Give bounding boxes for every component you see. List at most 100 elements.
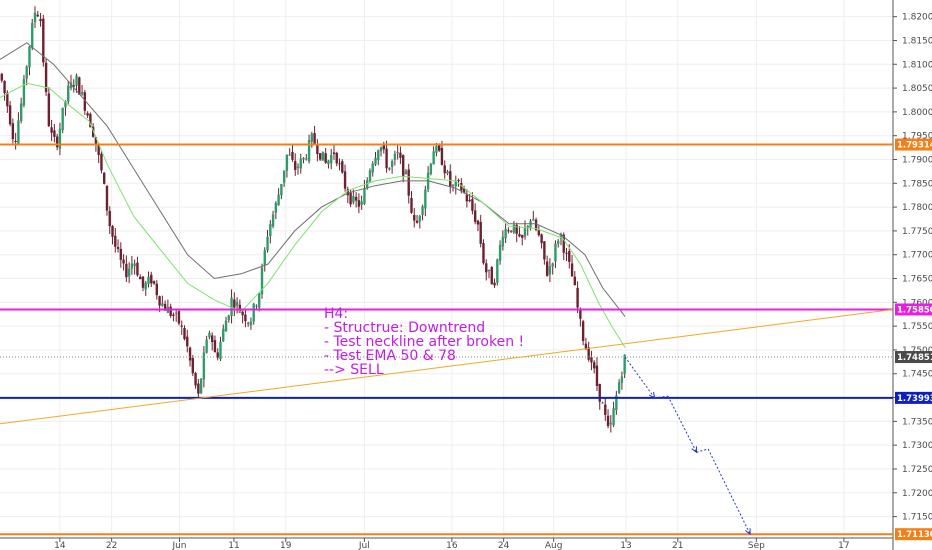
- candle: [69, 74, 73, 91]
- candle: [479, 214, 482, 248]
- candle: [482, 239, 485, 265]
- candlestick-series: [0, 6, 626, 433]
- analysis-note[interactable]: H4: - Structrue: Downtrend - Test neckli…: [324, 306, 529, 378]
- candle: [100, 151, 103, 174]
- candle: [521, 234, 524, 246]
- grid: [0, 0, 893, 538]
- candle: [296, 163, 300, 175]
- candle: [114, 228, 117, 253]
- candle: [581, 319, 585, 346]
- candle: [47, 87, 51, 128]
- candle: [80, 84, 84, 96]
- candle: [305, 154, 308, 161]
- candle: [388, 167, 391, 171]
- x-tick-label: Sep: [748, 541, 765, 550]
- candle: [379, 146, 383, 157]
- candle: [371, 161, 374, 177]
- candle: [224, 316, 228, 332]
- candle: [518, 226, 521, 238]
- candle: [108, 206, 111, 235]
- candle: [75, 73, 78, 93]
- candle: [116, 239, 120, 253]
- candle: [507, 227, 510, 234]
- candle: [490, 266, 493, 285]
- candle: [302, 157, 305, 164]
- candle: [8, 101, 12, 127]
- candle: [36, 10, 39, 18]
- forecast-segment: [624, 356, 655, 399]
- candle: [3, 80, 6, 101]
- candle: [127, 262, 131, 284]
- note-line: - Structrue: Downtrend: [324, 320, 485, 336]
- candle: [540, 233, 543, 249]
- candle: [385, 140, 388, 173]
- candle: [150, 271, 153, 287]
- x-tick-label: Jun: [171, 541, 186, 550]
- y-tick-label: 1.77000: [902, 251, 932, 261]
- candle: [42, 14, 45, 67]
- horizontal-levels[interactable]: [0, 143, 893, 536]
- candle: [443, 160, 446, 179]
- candle: [227, 314, 230, 323]
- ema-50-line: [0, 82, 626, 348]
- candle: [155, 280, 159, 300]
- candle: [390, 159, 394, 174]
- y-tick-label: 1.82000: [902, 13, 932, 23]
- ema-78-line: [0, 42, 626, 317]
- candle: [557, 239, 560, 248]
- candle: [615, 390, 618, 415]
- price-badge-label: 1.79314: [897, 141, 932, 151]
- candle: [230, 289, 233, 324]
- y-tick-label: 1.72000: [902, 489, 932, 499]
- y-tick-label: 1.71500: [902, 513, 932, 523]
- candle: [216, 348, 219, 361]
- candle: [210, 332, 214, 351]
- forecast-arrow-path[interactable]: [624, 356, 751, 536]
- candle: [291, 144, 294, 162]
- x-tick-label: Aug: [545, 541, 563, 550]
- candle: [122, 254, 125, 271]
- candle: [188, 346, 192, 367]
- candle: [39, 13, 42, 27]
- price-badge-label: 1.73993: [897, 394, 932, 404]
- trendline[interactable]: [0, 308, 894, 425]
- trendline-layer[interactable]: [0, 308, 894, 425]
- candle: [349, 189, 352, 208]
- candle: [352, 189, 355, 205]
- candle: [573, 271, 577, 286]
- candle: [125, 255, 128, 283]
- y-tick-label: 1.76000: [902, 298, 932, 308]
- y-tick-label: 1.76500: [902, 275, 932, 285]
- y-tick-label: 1.78500: [902, 179, 932, 189]
- candle: [72, 79, 75, 93]
- candle: [241, 309, 244, 324]
- y-tick-label: 1.75000: [902, 346, 932, 356]
- forecast-arrowhead: [649, 391, 656, 399]
- candle: [31, 18, 34, 51]
- candle: [341, 159, 344, 174]
- candle: [446, 169, 449, 176]
- candle: [330, 148, 333, 170]
- y-tick-label: 1.81000: [902, 60, 932, 70]
- candle: [487, 269, 491, 279]
- y-tick-label: 1.81500: [902, 36, 932, 46]
- y-tick-label: 1.72500: [902, 465, 932, 475]
- candle: [515, 222, 518, 243]
- candle: [244, 308, 247, 328]
- candle: [360, 195, 363, 210]
- candle: [235, 297, 239, 314]
- candle: [249, 317, 253, 330]
- candle: [58, 122, 62, 156]
- y-tick-label: 1.75500: [902, 322, 932, 332]
- candle: [454, 175, 457, 195]
- candle: [313, 125, 316, 145]
- candle: [11, 118, 15, 144]
- price-badge-label: 1.71130: [897, 530, 932, 540]
- candle: [396, 144, 399, 160]
- candle: [133, 259, 136, 275]
- candle: [294, 153, 297, 176]
- y-tick-label: 1.74500: [902, 370, 932, 380]
- candle: [407, 163, 410, 204]
- candle: [606, 409, 610, 429]
